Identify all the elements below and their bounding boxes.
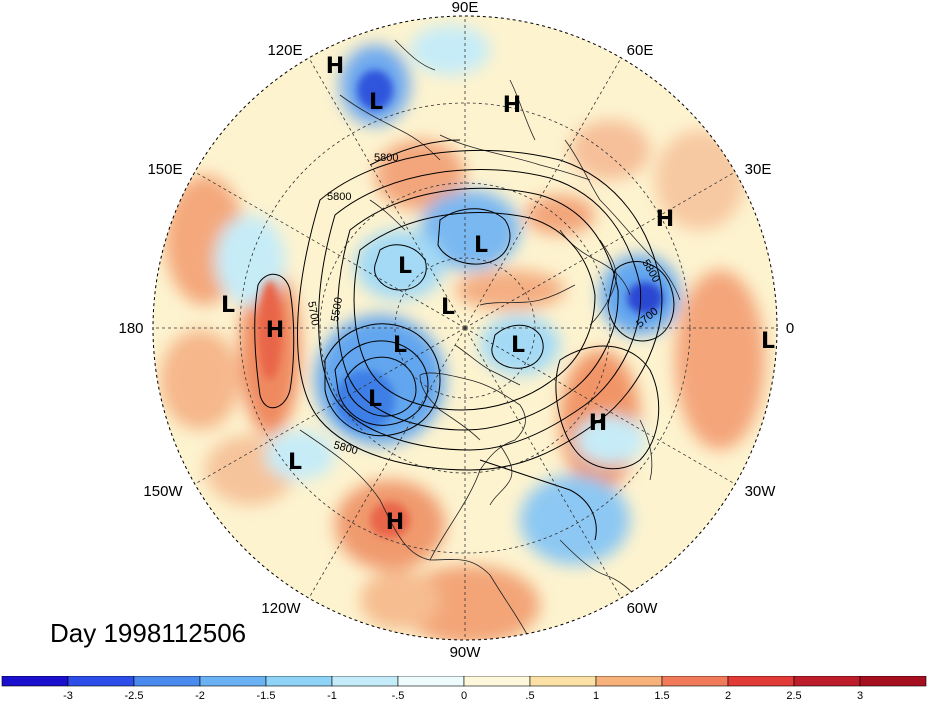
lon-label-60e: 60E bbox=[627, 42, 654, 59]
pressure-center-low: L bbox=[369, 90, 383, 115]
colorbar: -3 -2.5 -2 -1.5 -1 -.5 0 .5 1 1.5 2 2.5 3 bbox=[1, 676, 927, 702]
colorbar-tick-label: 2 bbox=[725, 690, 731, 702]
coastlines bbox=[299, 39, 681, 640]
colorbar-tick-label: -1.5 bbox=[257, 690, 276, 702]
pressure-center-low: L bbox=[474, 233, 488, 258]
colorbar-box bbox=[265, 676, 333, 687]
lon-label-0: 0 bbox=[786, 320, 794, 337]
colorbar-tick-label: 2.5 bbox=[786, 690, 801, 702]
pressure-center-high: H bbox=[386, 510, 404, 535]
colorbar-tick-label: -2.5 bbox=[125, 690, 144, 702]
lon-label-30e: 30E bbox=[745, 161, 772, 178]
pressure-center-high: H bbox=[589, 411, 607, 436]
colorbar-box bbox=[859, 676, 927, 687]
pressure-center-low: L bbox=[511, 333, 525, 358]
colorbar-tick-label: 3 bbox=[857, 690, 863, 702]
pressure-center-high: H bbox=[503, 93, 521, 118]
lon-label-180: 180 bbox=[118, 320, 143, 337]
longitude-labels: 90E 60E 30E 0 30W 60W 90W 120W 150W 180 … bbox=[118, 0, 794, 661]
colorbar-tick-label: -3 bbox=[63, 690, 73, 702]
pressure-center-low: L bbox=[368, 387, 382, 412]
contour-label: 5500 bbox=[329, 296, 345, 322]
polar-map: 5800 5800 5700 5500 5800 5800 5700 90E 6… bbox=[118, 0, 794, 661]
colorbar-box bbox=[661, 676, 729, 687]
lon-label-150w: 150W bbox=[143, 483, 183, 500]
colorbar-tick-label: 1.5 bbox=[654, 690, 669, 702]
colorbar-tick-label: .5 bbox=[525, 690, 534, 702]
contour-label: 5800 bbox=[327, 191, 351, 203]
colorbar-box bbox=[199, 676, 267, 687]
pressure-center-high: H bbox=[326, 54, 344, 79]
colorbar-box bbox=[133, 676, 201, 687]
day-label: Day 1998112506 bbox=[50, 618, 247, 648]
lon-label-60w: 60W bbox=[627, 600, 659, 617]
pressure-center-low: L bbox=[441, 295, 455, 320]
colorbar-tick-label: 1 bbox=[593, 690, 599, 702]
lon-label-90e: 90E bbox=[452, 0, 479, 16]
lon-label-120w: 120W bbox=[261, 600, 301, 617]
colorbar-tick-label: -.5 bbox=[392, 690, 405, 702]
pressure-centers: H L H L L H L H L L L L H L L H bbox=[221, 54, 775, 535]
colorbar-box bbox=[595, 676, 663, 687]
pressure-center-low: L bbox=[288, 450, 302, 475]
pressure-center-low: L bbox=[761, 329, 775, 354]
graticule bbox=[153, 16, 777, 640]
pressure-center-high: H bbox=[266, 318, 284, 343]
contours bbox=[254, 139, 675, 541]
colorbar-box bbox=[529, 676, 597, 687]
lon-label-150e: 150E bbox=[147, 161, 182, 178]
colorbar-box bbox=[1, 676, 69, 687]
lon-label-120e: 120E bbox=[267, 42, 302, 59]
colorbar-box bbox=[331, 676, 399, 687]
colorbar-box bbox=[67, 676, 135, 687]
pressure-center-low: L bbox=[221, 293, 235, 318]
colorbar-ticks: -3 -2.5 -2 -1.5 -1 -.5 0 .5 1 1.5 2 2.5 3 bbox=[63, 690, 863, 702]
lon-label-90w: 90W bbox=[450, 644, 482, 661]
map-boundary bbox=[152, 15, 778, 641]
colorbar-box bbox=[727, 676, 795, 687]
pressure-center-low: L bbox=[393, 333, 407, 358]
contour-label: 5700 bbox=[305, 300, 321, 326]
pressure-center-high: H bbox=[656, 207, 674, 232]
colorbar-box bbox=[463, 676, 531, 687]
colorbar-tick-label: -1 bbox=[327, 690, 337, 702]
lon-label-30w: 30W bbox=[745, 483, 777, 500]
colorbar-tick-label: -2 bbox=[195, 690, 205, 702]
colorbar-box bbox=[793, 676, 861, 687]
colorbar-box bbox=[397, 676, 465, 687]
colorbar-boxes bbox=[1, 676, 927, 687]
colorbar-tick-label: 0 bbox=[461, 690, 467, 702]
pressure-center-low: L bbox=[398, 254, 412, 279]
contour-label: 5800 bbox=[374, 152, 398, 164]
